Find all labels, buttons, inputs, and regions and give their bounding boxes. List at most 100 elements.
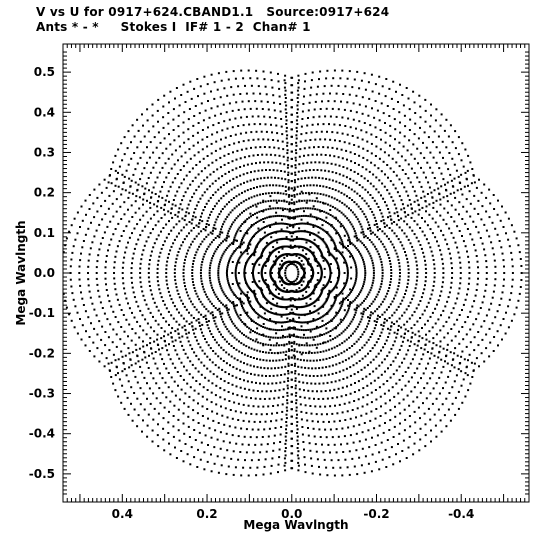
uv-point [209,281,212,284]
uv-point [337,233,340,236]
uv-point [461,401,464,404]
uv-point [428,203,431,206]
uv-point [211,286,214,289]
uv-point [276,139,279,142]
uv-point [65,237,68,240]
uv-point [165,268,168,271]
uv-point [256,366,259,369]
uv-point [409,242,412,245]
uv-point [188,311,190,314]
uv-point [219,96,222,99]
uv-point [267,200,270,203]
uv-point [211,311,214,314]
uv-point [326,222,329,224]
uv-point [305,169,308,172]
uv-point [216,88,219,91]
uv-point [493,259,496,262]
uv-point [191,275,194,277]
uv-point [377,376,380,379]
uv-point [148,259,151,261]
uv-point [298,380,301,383]
uv-point [247,300,250,303]
uv-point [471,305,474,308]
uv-point [97,289,100,292]
uv-point [319,436,322,438]
uv-point [169,212,172,215]
uv-point [290,216,293,219]
uv-point [262,405,265,408]
uv-point [176,215,179,218]
uv-point [389,262,392,265]
uv-point [453,380,456,383]
uv-point [215,140,218,143]
uv-point [261,153,264,156]
uv-point [260,289,263,292]
uv-point [234,275,237,278]
uv-point [295,152,298,155]
uv-point [337,250,340,253]
uv-point [107,336,110,339]
uv-point [477,199,480,202]
uv-point [223,305,226,308]
uv-point [373,164,376,167]
uv-point [223,238,226,241]
uv-point [340,239,343,241]
uv-point [488,308,491,311]
uv-point [221,336,224,338]
uv-point [154,224,157,227]
uv-point [411,314,414,317]
uv-point [222,349,225,352]
uv-point [230,301,233,304]
uv-point [456,225,459,228]
uv-point [409,203,412,206]
uv-point [198,112,201,115]
uv-point [96,283,99,286]
uv-point [120,326,123,328]
uv-point [338,362,341,365]
uv-point [237,315,240,318]
uv-point [263,146,266,148]
uv-point [139,309,142,312]
uv-point [250,397,252,400]
uv-point [340,223,343,225]
uv-point [296,328,299,331]
uv-point [325,186,328,189]
uv-point [247,258,250,261]
uv-point [190,300,192,303]
uv-point [233,207,236,210]
uv-point [131,216,134,218]
uv-point [456,318,459,321]
uv-point [177,211,180,214]
uv-point [293,342,296,345]
uv-point [310,192,313,194]
uv-point [180,155,183,158]
uv-point [299,313,302,316]
uv-point [239,132,242,135]
uv-point [184,288,187,291]
uv-point [127,196,130,199]
uv-point [319,218,322,220]
uv-point [195,319,198,322]
uv-point [413,233,416,236]
uv-point [459,272,462,274]
uv-point [199,346,202,349]
uv-point [413,410,416,413]
uv-point [393,297,395,300]
uv-point [255,69,258,72]
uv-point [104,277,107,280]
uv-point [427,362,430,365]
uv-point [194,336,197,338]
uv-point [368,373,371,376]
uv-point [231,374,234,377]
uv-point [207,310,210,313]
uv-point [87,227,90,230]
uv-point [383,232,386,235]
uv-point [247,243,250,246]
uv-point [277,230,280,233]
uv-point [465,198,468,201]
uv-point [346,277,349,280]
uv-point [291,400,293,403]
uv-point [494,316,497,319]
uv-point [374,324,377,327]
uv-point [372,173,375,176]
